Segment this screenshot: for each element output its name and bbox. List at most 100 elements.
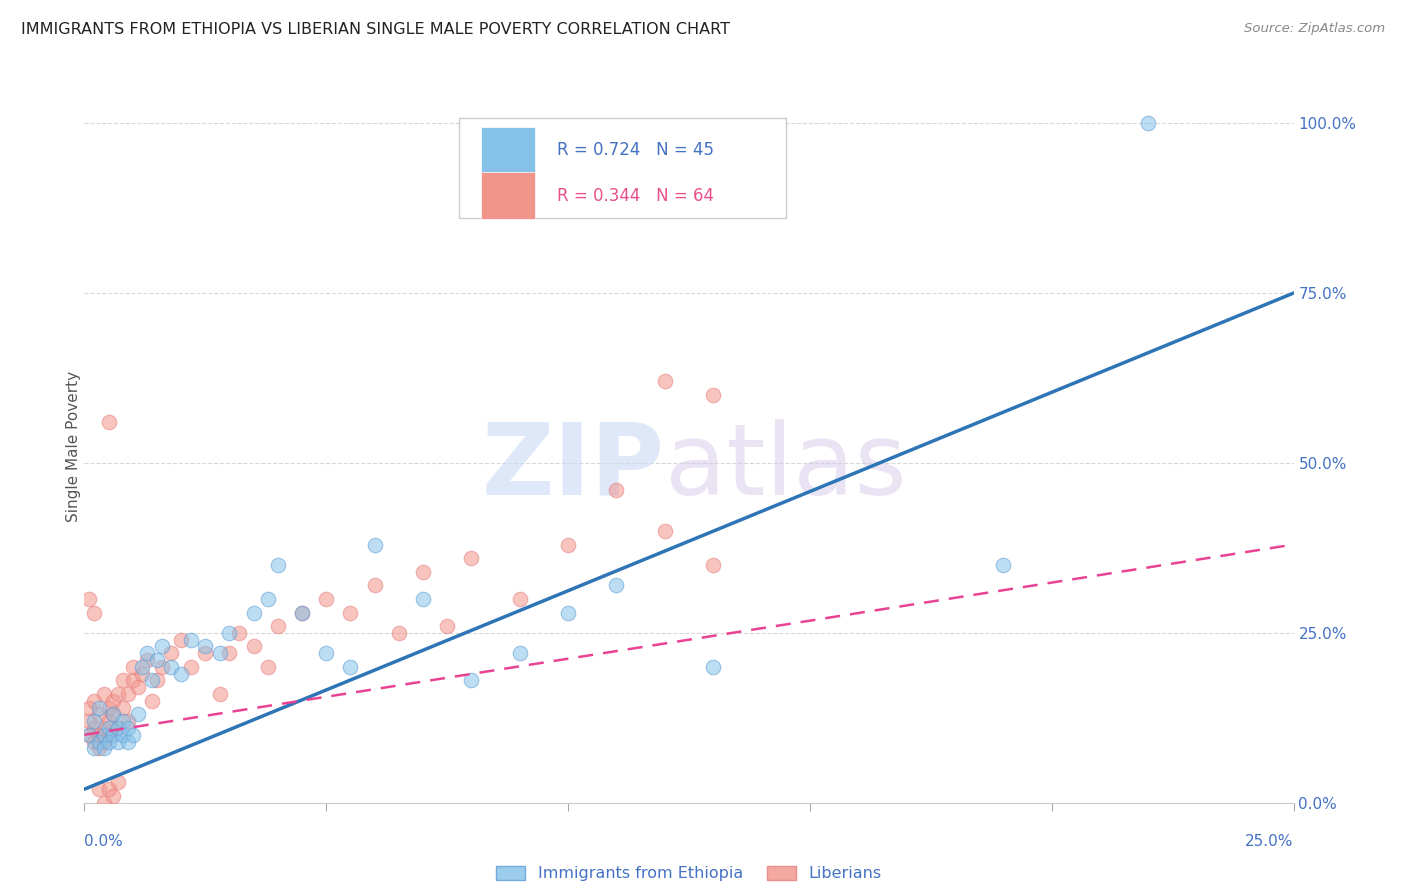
Point <box>97 734 120 748</box>
Point <box>77 714 100 729</box>
Point <box>112 728 135 742</box>
Point <box>654 524 676 538</box>
Point <box>702 660 724 674</box>
Point <box>267 558 290 572</box>
Point <box>77 728 100 742</box>
Point <box>605 483 627 498</box>
Point <box>83 734 105 748</box>
Point <box>460 673 482 688</box>
Point <box>107 721 129 735</box>
Text: R = 0.724   N = 45: R = 0.724 N = 45 <box>557 141 714 159</box>
Point <box>194 646 217 660</box>
Text: IMMIGRANTS FROM ETHIOPIA VS LIBERIAN SINGLE MALE POVERTY CORRELATION CHART: IMMIGRANTS FROM ETHIOPIA VS LIBERIAN SIN… <box>21 22 730 37</box>
Point <box>83 694 105 708</box>
Point <box>121 673 143 688</box>
Point <box>77 591 100 606</box>
Point <box>654 375 676 389</box>
Point <box>363 537 385 551</box>
Point <box>77 700 100 714</box>
Point <box>97 700 120 714</box>
Point <box>412 591 434 606</box>
Point <box>291 606 314 620</box>
Point <box>93 728 115 742</box>
Point <box>339 660 361 674</box>
Text: R = 0.344   N = 64: R = 0.344 N = 64 <box>557 186 714 204</box>
Point <box>107 687 129 701</box>
Point <box>103 707 125 722</box>
Point <box>112 714 135 729</box>
Point <box>87 741 110 756</box>
Point <box>117 734 139 748</box>
Point <box>112 673 135 688</box>
Point <box>107 721 129 735</box>
Point <box>87 782 110 797</box>
Point <box>83 741 105 756</box>
Point <box>1137 116 1160 130</box>
FancyBboxPatch shape <box>460 118 786 218</box>
Point <box>180 660 202 674</box>
Point <box>170 666 193 681</box>
Point <box>146 653 169 667</box>
Point <box>112 700 135 714</box>
Point <box>141 673 163 688</box>
Point <box>315 591 337 606</box>
Point <box>194 640 217 654</box>
Point <box>180 632 202 647</box>
Point <box>460 551 482 566</box>
Point <box>291 606 314 620</box>
Point <box>141 694 163 708</box>
Point <box>257 591 280 606</box>
Point <box>77 728 100 742</box>
Point <box>93 734 115 748</box>
Point <box>242 640 264 654</box>
Point <box>87 700 110 714</box>
Point <box>107 775 129 789</box>
Point <box>97 415 120 429</box>
Point <box>267 619 290 633</box>
Point <box>218 646 240 660</box>
Point <box>131 666 153 681</box>
Point <box>83 721 105 735</box>
Point <box>993 558 1015 572</box>
Point <box>103 694 125 708</box>
Point <box>87 734 110 748</box>
Point <box>702 558 724 572</box>
Point <box>117 687 139 701</box>
Point <box>208 646 231 660</box>
Point <box>257 660 280 674</box>
Point <box>242 606 264 620</box>
Point <box>127 707 149 722</box>
Point <box>160 646 183 660</box>
Point <box>557 606 579 620</box>
Legend: Immigrants from Ethiopia, Liberians: Immigrants from Ethiopia, Liberians <box>489 859 889 888</box>
Point <box>509 591 531 606</box>
Point <box>103 728 125 742</box>
Point <box>160 660 183 674</box>
FancyBboxPatch shape <box>481 127 536 173</box>
Point <box>218 626 240 640</box>
Point <box>388 626 411 640</box>
Point <box>93 796 115 810</box>
Point <box>228 626 250 640</box>
Point <box>87 707 110 722</box>
Point <box>83 606 105 620</box>
Text: ZIP: ZIP <box>482 419 665 516</box>
Point <box>97 782 120 797</box>
Point <box>150 640 173 654</box>
Point <box>208 687 231 701</box>
Point <box>93 741 115 756</box>
Point <box>107 734 129 748</box>
Text: 0.0%: 0.0% <box>84 834 124 849</box>
Point <box>605 578 627 592</box>
Point <box>121 660 143 674</box>
Point <box>436 619 458 633</box>
Point <box>136 646 159 660</box>
Point <box>146 673 169 688</box>
Point <box>127 680 149 694</box>
Point <box>339 606 361 620</box>
Y-axis label: Single Male Poverty: Single Male Poverty <box>66 370 80 522</box>
Text: atlas: atlas <box>665 419 907 516</box>
FancyBboxPatch shape <box>481 172 536 219</box>
Text: 25.0%: 25.0% <box>1246 834 1294 849</box>
Point <box>117 714 139 729</box>
